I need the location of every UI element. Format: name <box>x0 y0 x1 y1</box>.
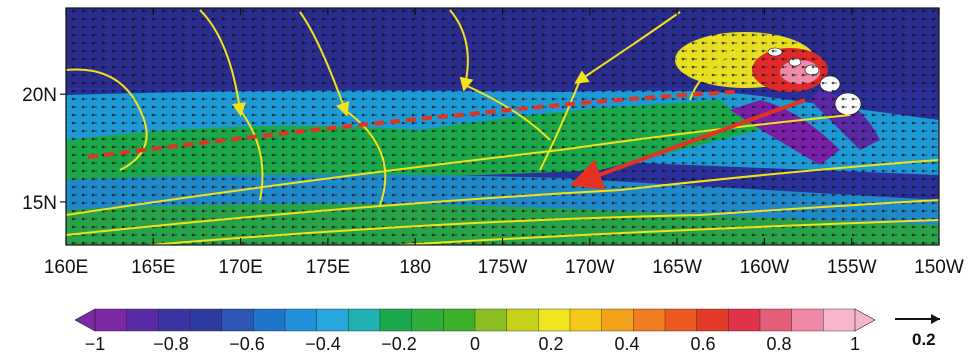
y-axis: 20N 15N <box>22 85 66 214</box>
colorbar-tick-label: 1 <box>850 334 860 354</box>
colorbar-segment <box>506 308 539 332</box>
colorbar <box>74 308 876 332</box>
colorbar-segment <box>126 308 159 332</box>
colorbar-segment <box>284 308 318 332</box>
y-tick-label: 15N <box>22 193 57 214</box>
colorbar-segment <box>569 308 603 332</box>
reference-label: 0.2 <box>912 330 936 349</box>
x-tick-label: 155W <box>827 257 877 278</box>
colorbar-segment <box>348 308 381 332</box>
x-tick-label: 170W <box>565 257 615 278</box>
streamlines <box>66 9 939 245</box>
colorbar-segment <box>316 308 349 332</box>
colorbar-tick-label: −0.6 <box>229 334 265 354</box>
reference-vector: 0.2 <box>895 314 940 349</box>
x-tick-label: 165E <box>131 257 175 278</box>
colorbar-segment <box>411 308 444 332</box>
colorbar-tick-label: 0.8 <box>766 334 791 354</box>
colorbar-segment <box>759 308 793 332</box>
reference-arrow-head <box>931 314 940 324</box>
colorbar-segment <box>253 308 286 332</box>
colorbar-tick-label: −0.2 <box>381 334 417 354</box>
x-tick-label: 165W <box>652 257 702 278</box>
colorbar-tick-label: 0.6 <box>690 334 715 354</box>
colorbar-segment <box>474 308 508 332</box>
colorbar-segment <box>696 308 729 332</box>
colorbar-tick-label: −1 <box>85 334 106 354</box>
colorbar-segment <box>221 308 254 332</box>
x-tick-label: 175E <box>306 257 350 278</box>
colorbar-tick-label: −0.8 <box>153 334 189 354</box>
colorbar-segment <box>189 308 223 332</box>
colorbar-tick-label: 0.2 <box>538 334 563 354</box>
x-tick-label: 175W <box>478 257 528 278</box>
x-tick-label: 170E <box>218 257 262 278</box>
colorbar-tick-label: −0.4 <box>305 334 341 354</box>
map-panel <box>66 8 939 245</box>
colorbar-segment <box>728 308 761 332</box>
x-tick-label: 180 <box>399 257 431 278</box>
colorbar-segment <box>633 308 666 332</box>
colorbar-min-extension <box>74 308 96 332</box>
colorbar-segment <box>94 308 128 332</box>
colorbar-segment <box>791 308 824 332</box>
x-tick-label: 150W <box>914 257 964 278</box>
colorbar-segment <box>538 308 571 332</box>
colorbar-segment <box>823 308 856 332</box>
colorbar-segment <box>379 308 413 332</box>
colorbar-segment <box>601 308 634 332</box>
x-axis: 160E 165E 170E 175E 180 175W 170W 165W 160W 155W 1… <box>44 8 964 278</box>
x-tick-label: 160W <box>740 257 790 278</box>
wind-vectors <box>66 8 939 245</box>
colorbar-max-extension <box>854 308 876 332</box>
colorbar-labels: −1 −0.8 −0.6 −0.4 −0.2 0 0.2 0.4 0.6 0.8 1 <box>85 334 860 354</box>
dashed-line <box>87 90 736 159</box>
colorbar-tick-label: 0.4 <box>614 334 639 354</box>
colorbar-segment <box>443 308 476 332</box>
y-tick-label: 20N <box>22 85 57 106</box>
colorbar-segment <box>158 308 191 332</box>
solid-arrow <box>569 98 806 190</box>
x-tick-label: 160E <box>44 257 88 278</box>
colorbar-tick-label: 0 <box>470 334 480 354</box>
colorbar-segment <box>664 308 698 332</box>
